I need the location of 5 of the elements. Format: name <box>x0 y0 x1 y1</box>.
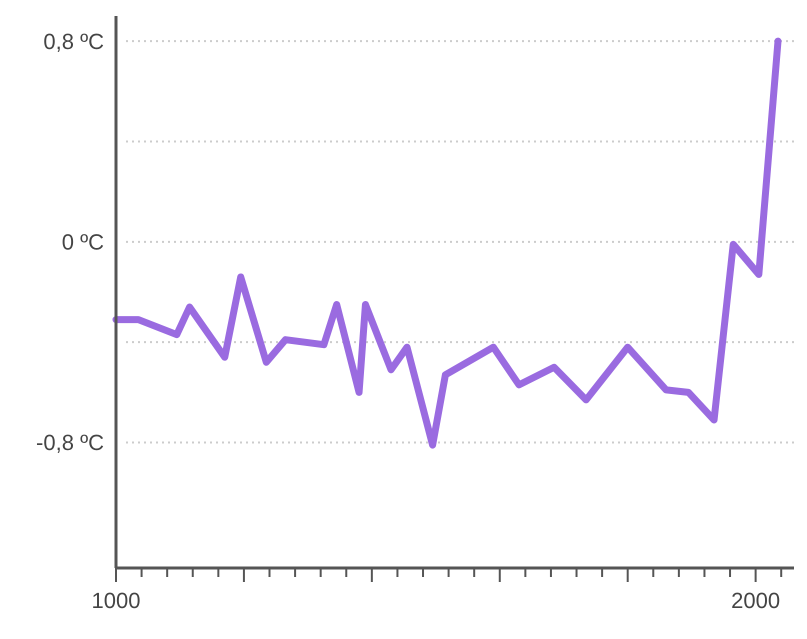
x-tick-label: 2000 <box>731 588 780 613</box>
y-tick-label: 0,8 ºC <box>43 28 104 54</box>
x-tick-label: 1000 <box>92 588 140 613</box>
y-tick-label: 0 ºC <box>62 230 104 255</box>
y-tick-label: -0,8 ºC <box>36 430 104 456</box>
